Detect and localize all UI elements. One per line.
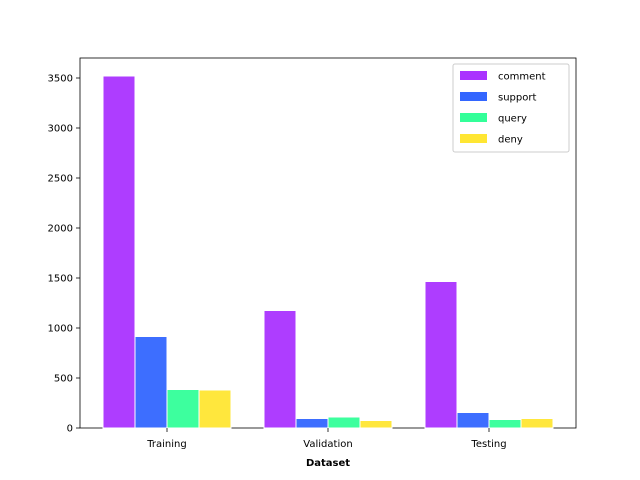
legend: comment support query deny — [452, 63, 570, 153]
y-axis: 0 500 1000 1500 2000 2500 3000 3500 — [48, 74, 80, 435]
legend-label-deny: deny — [498, 135, 523, 146]
legend-label-support: support — [498, 93, 536, 104]
bar-query-validation — [327, 416, 361, 429]
legend-swatch-query — [460, 113, 487, 122]
x-tick-label: Validation — [303, 439, 352, 450]
bar-support-validation — [295, 418, 329, 429]
legend-swatch-comment — [460, 71, 487, 80]
bars-group — [102, 75, 554, 429]
bar-support-testing — [456, 412, 490, 429]
bar-query-testing — [488, 419, 522, 429]
legend-label-query: query — [498, 114, 527, 125]
bar-comment-training — [102, 75, 136, 429]
y-tick-label: 3000 — [48, 124, 73, 135]
bar-deny-training — [198, 389, 232, 429]
y-tick-label: 0 — [67, 424, 73, 435]
y-tick-label: 2500 — [48, 174, 73, 185]
bar-support-training — [134, 336, 168, 429]
legend-label-comment: comment — [498, 72, 546, 83]
legend-swatch-deny — [460, 134, 487, 143]
y-tick-label: 3500 — [48, 74, 73, 85]
y-tick-label: 1500 — [48, 274, 73, 285]
bar-deny-validation — [359, 420, 393, 429]
y-tick-label: 500 — [54, 374, 73, 385]
y-tick-label: 1000 — [48, 324, 73, 335]
x-tick-label: Testing — [470, 439, 506, 450]
x-axis: Training Validation Testing — [146, 428, 507, 450]
bar-comment-testing — [424, 281, 458, 429]
x-axis-label: Dataset — [306, 458, 350, 469]
y-tick-label: 2000 — [48, 224, 73, 235]
legend-box — [452, 63, 570, 153]
legend-swatch-support — [460, 92, 487, 101]
bar-query-training — [166, 389, 200, 429]
x-tick-label: Training — [146, 439, 186, 450]
bar-deny-testing — [520, 418, 554, 429]
bar-comment-validation — [263, 310, 297, 429]
